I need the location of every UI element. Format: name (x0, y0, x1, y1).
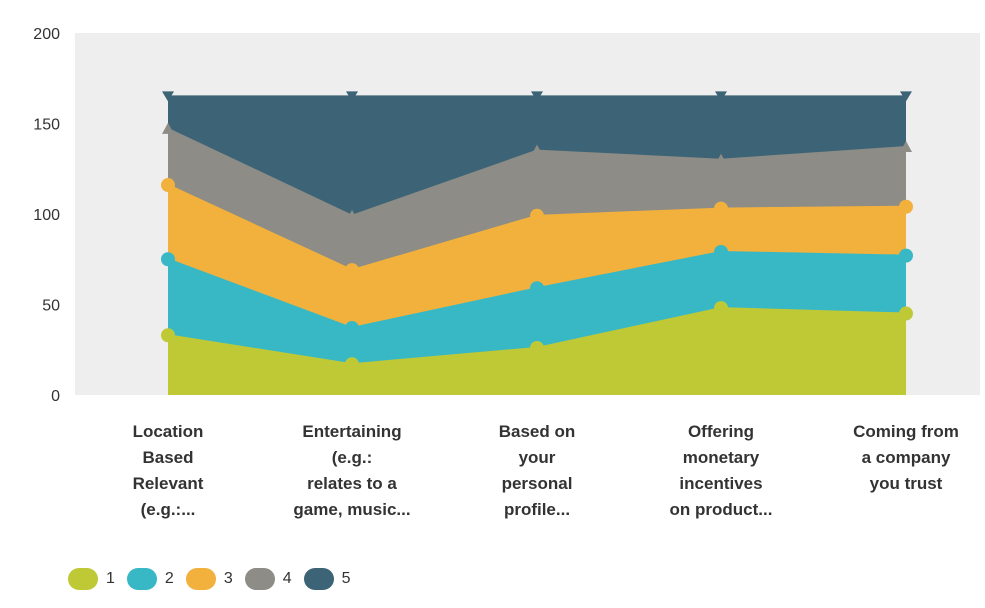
x-tick-label-1: Entertaining (e.g.: relates to a game, m… (293, 422, 411, 519)
data-point-series-3-3[interactable] (714, 201, 728, 216)
data-point-series-2-3[interactable] (714, 245, 728, 260)
y-tick-label-200: 200 (33, 26, 60, 43)
data-point-series-1-1[interactable] (345, 357, 359, 372)
x-tick-label-4: Coming from a company you trust (853, 422, 959, 493)
legend-label-5: 5 (341, 570, 351, 587)
area-series-3 (168, 185, 906, 329)
data-point-series-1-2[interactable] (530, 340, 544, 355)
x-tick-label-0: Location Based Relevant (e.g.:... (132, 422, 204, 519)
y-tick-label-50: 50 (42, 298, 60, 315)
y-tick-label-150: 150 (33, 117, 60, 134)
data-point-series-2-1[interactable] (345, 321, 359, 336)
legend-item-4[interactable]: 4 (244, 568, 292, 590)
legend-item-1[interactable]: 1 (68, 568, 115, 590)
data-point-series-5-1[interactable] (346, 91, 358, 102)
legend-label-4: 4 (282, 570, 292, 587)
data-point-series-4-1[interactable] (346, 209, 358, 221)
data-point-series-5-4[interactable] (900, 91, 912, 102)
legend-label-1: 1 (106, 570, 115, 587)
legend-swatch-2 (126, 568, 157, 590)
data-point-series-5-0[interactable] (162, 91, 174, 102)
data-point-series-3-1[interactable] (345, 263, 359, 278)
legend-label-3: 3 (223, 570, 233, 587)
data-point-series-3-2[interactable] (530, 208, 544, 223)
y-tick-label-0: 0 (51, 388, 60, 405)
area-series-2 (168, 252, 906, 365)
legend-item-3[interactable]: 3 (185, 568, 233, 590)
legend-swatch-4 (244, 568, 275, 590)
area-series-5 (168, 96, 906, 216)
data-point-series-3-0[interactable] (161, 178, 175, 193)
data-point-series-4-0[interactable] (162, 122, 174, 134)
y-axis: 0 50 100 150 200 (33, 26, 60, 405)
data-point-series-1-3[interactable] (714, 301, 728, 316)
legend-item-5[interactable]: 5 (303, 568, 351, 590)
legend-swatch-1 (68, 568, 98, 590)
data-point-series-5-2[interactable] (531, 91, 543, 102)
data-point-series-4-2[interactable] (531, 144, 543, 156)
data-point-series-5-3[interactable] (715, 91, 727, 102)
data-point-group (161, 91, 913, 372)
legend: 1 2 3 4 5 (68, 568, 363, 590)
legend-item-2[interactable]: 2 (126, 568, 174, 590)
data-point-series-3-4[interactable] (899, 199, 913, 214)
data-point-series-4-4[interactable] (900, 141, 912, 153)
data-point-series-2-0[interactable] (161, 252, 175, 267)
data-point-series-1-0[interactable] (161, 328, 175, 343)
data-point-series-2-4[interactable] (899, 248, 913, 263)
y-tick-label-100: 100 (33, 207, 60, 224)
data-point-series-1-4[interactable] (899, 306, 913, 321)
legend-swatch-5 (303, 568, 334, 590)
x-tick-label-3: Offering monetary incentives on product.… (669, 422, 773, 519)
legend-label-2: 2 (164, 570, 174, 587)
data-point-series-4-3[interactable] (715, 153, 727, 165)
x-tick-label-2: Based on your personal profile... (498, 422, 576, 519)
legend-swatch-3 (185, 568, 216, 590)
data-point-series-2-2[interactable] (530, 281, 544, 296)
